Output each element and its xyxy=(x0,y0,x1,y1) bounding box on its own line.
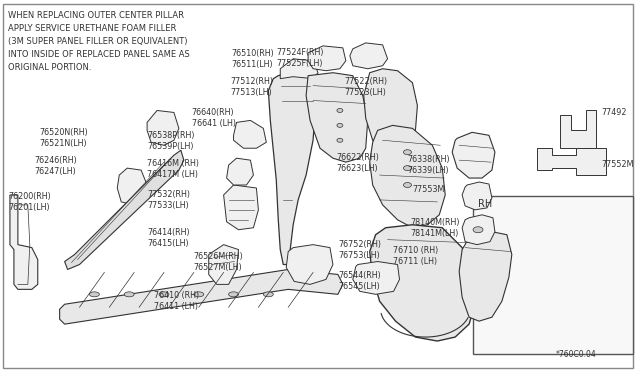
Text: 76201(LH): 76201(LH) xyxy=(8,203,49,212)
Polygon shape xyxy=(452,132,495,178)
Text: 76410 (RH): 76410 (RH) xyxy=(154,291,199,300)
Text: 77524F(RH): 77524F(RH) xyxy=(276,48,324,57)
Ellipse shape xyxy=(403,166,412,171)
Text: 76200(RH): 76200(RH) xyxy=(8,192,51,201)
Text: INTO INSIDE OF REPLACED PANEL SAME AS: INTO INSIDE OF REPLACED PANEL SAME AS xyxy=(8,50,189,59)
Text: 76338(RH): 76338(RH) xyxy=(408,155,450,164)
Text: 77532(RH): 77532(RH) xyxy=(147,190,190,199)
Polygon shape xyxy=(559,110,596,148)
Text: 76417M (LH): 76417M (LH) xyxy=(147,170,198,179)
Ellipse shape xyxy=(264,292,273,297)
Ellipse shape xyxy=(473,227,483,233)
Ellipse shape xyxy=(403,150,412,155)
Ellipse shape xyxy=(194,292,204,297)
Polygon shape xyxy=(353,262,399,294)
Polygon shape xyxy=(462,215,495,245)
Polygon shape xyxy=(280,59,318,78)
Text: 76640(RH): 76640(RH) xyxy=(192,109,234,118)
Text: 76641 (LH): 76641 (LH) xyxy=(192,119,236,128)
Polygon shape xyxy=(350,43,388,69)
Polygon shape xyxy=(117,168,147,205)
Text: 76710 (RH): 76710 (RH) xyxy=(392,246,438,254)
Polygon shape xyxy=(234,121,266,148)
Text: 76539P(LH): 76539P(LH) xyxy=(147,142,193,151)
Text: 76527M(LH): 76527M(LH) xyxy=(194,263,243,272)
Text: 76538P(RH): 76538P(RH) xyxy=(147,131,195,140)
Text: 76520N(RH): 76520N(RH) xyxy=(40,128,88,137)
Ellipse shape xyxy=(337,138,343,142)
Polygon shape xyxy=(364,69,417,155)
Text: APPLY SERVICE URETHANE FOAM FILLER: APPLY SERVICE URETHANE FOAM FILLER xyxy=(8,24,177,33)
Text: 76414(RH): 76414(RH) xyxy=(147,228,189,237)
Text: 77512(RH): 77512(RH) xyxy=(230,77,273,86)
Ellipse shape xyxy=(90,292,99,297)
Text: 76246(RH): 76246(RH) xyxy=(35,156,77,165)
Ellipse shape xyxy=(159,292,169,297)
Polygon shape xyxy=(65,150,184,269)
Text: 78141M(LH): 78141M(LH) xyxy=(410,229,459,238)
Text: 76753(LH): 76753(LH) xyxy=(338,251,380,260)
Polygon shape xyxy=(223,185,259,230)
Text: 76510(RH): 76510(RH) xyxy=(232,49,275,58)
Text: 76711 (LH): 76711 (LH) xyxy=(392,257,436,266)
Text: 77513(LH): 77513(LH) xyxy=(230,88,272,97)
Text: 76622(RH): 76622(RH) xyxy=(336,153,379,162)
Text: 76544(RH): 76544(RH) xyxy=(338,272,381,280)
Polygon shape xyxy=(286,245,333,284)
Polygon shape xyxy=(227,158,253,185)
Polygon shape xyxy=(268,71,316,264)
Text: 77522(RH): 77522(RH) xyxy=(345,77,388,86)
Polygon shape xyxy=(306,73,368,162)
Text: 76416M (RH): 76416M (RH) xyxy=(147,159,199,168)
Polygon shape xyxy=(147,110,179,145)
Text: *760C0.04: *760C0.04 xyxy=(556,350,596,359)
Text: 77492: 77492 xyxy=(601,109,627,118)
Polygon shape xyxy=(370,225,475,341)
Text: 76526M(RH): 76526M(RH) xyxy=(194,251,244,261)
Text: 76752(RH): 76752(RH) xyxy=(338,240,381,248)
Polygon shape xyxy=(459,232,512,321)
Text: 76247(LH): 76247(LH) xyxy=(35,167,77,176)
Text: 76411 (LH): 76411 (LH) xyxy=(154,302,198,311)
Polygon shape xyxy=(370,125,445,228)
Text: RH: RH xyxy=(478,199,492,209)
Text: 76521N(LH): 76521N(LH) xyxy=(40,139,88,148)
Polygon shape xyxy=(308,46,346,71)
Polygon shape xyxy=(462,182,492,210)
Text: 77553M: 77553M xyxy=(412,185,445,194)
Text: 76415(LH): 76415(LH) xyxy=(147,239,189,248)
Text: 76511(LH): 76511(LH) xyxy=(232,60,273,69)
Text: 78140M(RH): 78140M(RH) xyxy=(410,218,460,227)
Text: 77525F(LH): 77525F(LH) xyxy=(276,59,323,68)
Text: 77533(LH): 77533(LH) xyxy=(147,201,189,210)
Text: 77552M: 77552M xyxy=(601,160,634,169)
Text: (3M SUPER PANEL FILLER OR EQUIVALENT): (3M SUPER PANEL FILLER OR EQUIVALENT) xyxy=(8,37,188,46)
Polygon shape xyxy=(10,195,38,289)
Bar xyxy=(473,196,633,354)
Polygon shape xyxy=(60,269,343,324)
Polygon shape xyxy=(537,148,606,175)
Text: 76545(LH): 76545(LH) xyxy=(338,282,380,291)
Ellipse shape xyxy=(337,109,343,112)
Text: 77523(LH): 77523(LH) xyxy=(345,88,387,97)
Ellipse shape xyxy=(124,292,134,297)
Text: WHEN REPLACING OUTER CENTER PILLAR: WHEN REPLACING OUTER CENTER PILLAR xyxy=(8,11,184,20)
Text: ORIGINAL PORTION.: ORIGINAL PORTION. xyxy=(8,63,92,72)
Text: 76623(LH): 76623(LH) xyxy=(336,164,378,173)
Text: 76339(LH): 76339(LH) xyxy=(408,166,449,175)
Ellipse shape xyxy=(403,183,412,187)
Ellipse shape xyxy=(337,124,343,127)
Ellipse shape xyxy=(228,292,239,297)
Polygon shape xyxy=(209,245,239,284)
